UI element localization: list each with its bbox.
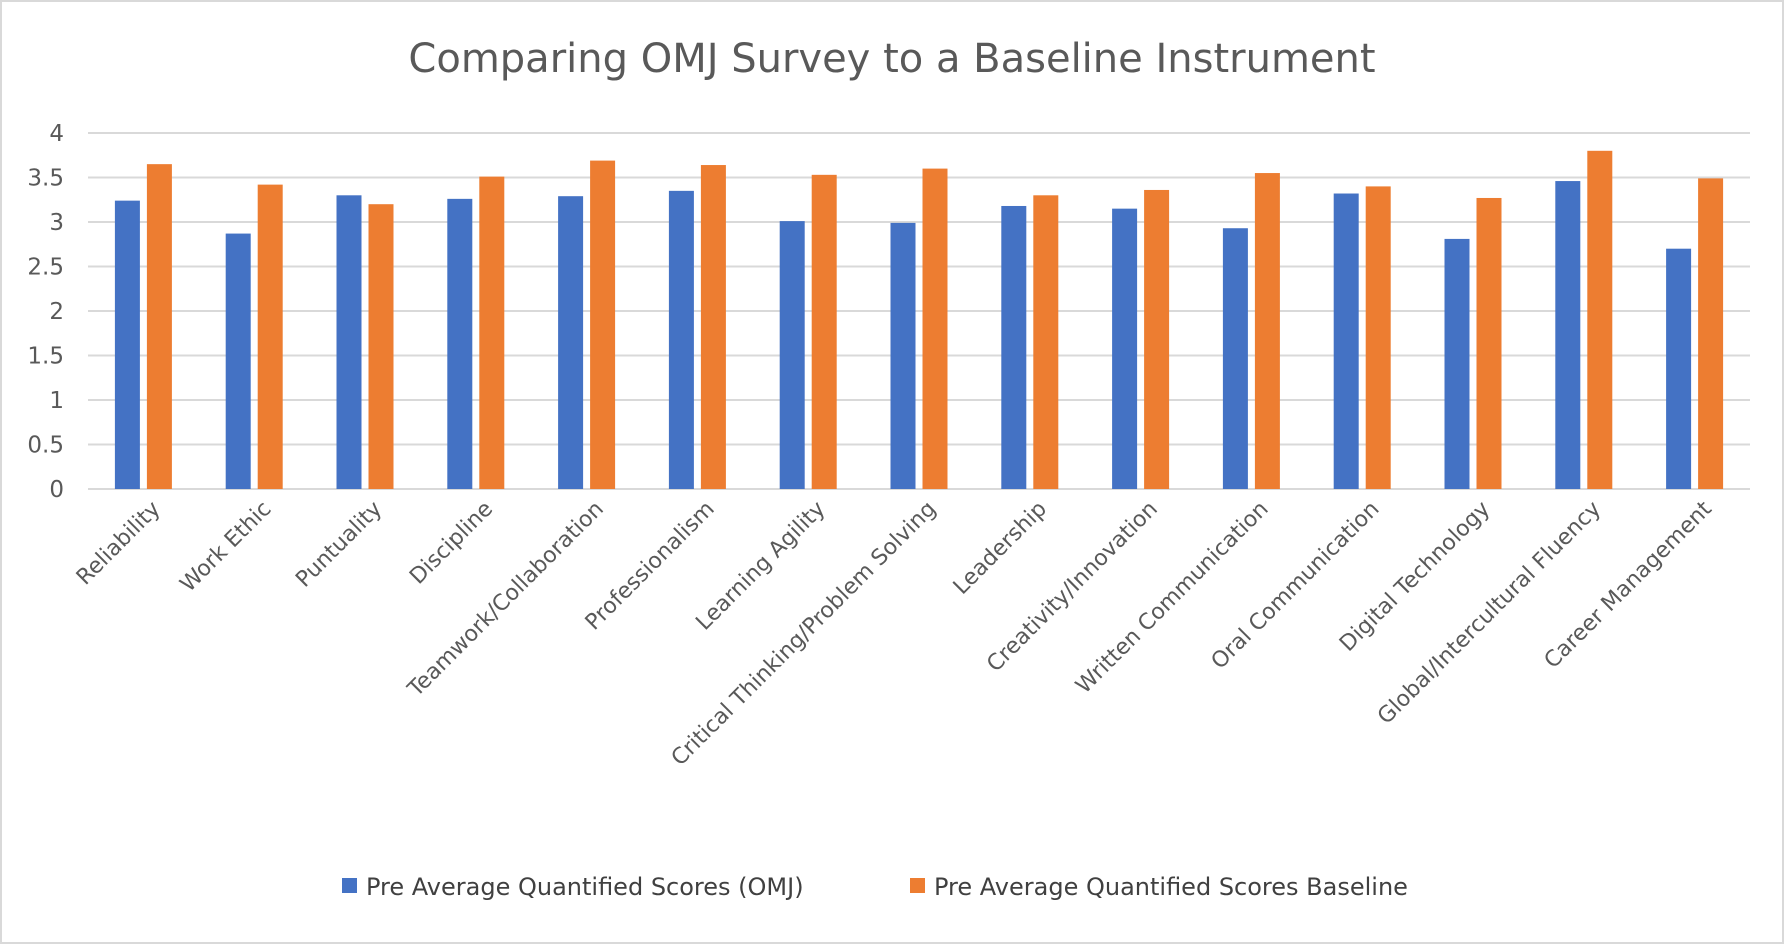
bar-baseline bbox=[811, 174, 837, 489]
y-tick-label: 3 bbox=[49, 210, 64, 236]
y-tick-label: 3.5 bbox=[27, 166, 64, 192]
bar-omj bbox=[114, 200, 140, 489]
bar-omj bbox=[1555, 181, 1581, 489]
bar-omj bbox=[336, 195, 362, 490]
bar-baseline bbox=[1476, 197, 1502, 489]
bar-omj bbox=[447, 198, 473, 490]
bar-omj bbox=[1333, 193, 1359, 489]
y-tick-label: 4 bbox=[49, 121, 64, 147]
y-tick-label: 0.5 bbox=[27, 433, 64, 459]
bar-omj bbox=[779, 221, 805, 490]
legend-label: Pre Average Quantified Scores Baseline bbox=[934, 873, 1408, 901]
bar-baseline bbox=[1033, 195, 1059, 490]
chart-title: Comparing OMJ Survey to a Baseline Instr… bbox=[408, 36, 1375, 82]
bar-omj bbox=[890, 222, 916, 489]
bar-omj bbox=[225, 233, 251, 489]
bar-omj bbox=[1222, 228, 1248, 490]
gridlines bbox=[88, 132, 1750, 490]
y-tick-label: 2.5 bbox=[27, 255, 64, 281]
bar-omj bbox=[1001, 205, 1027, 490]
y-tick-label: 0 bbox=[49, 477, 64, 503]
bar-baseline bbox=[1587, 150, 1613, 490]
bar-baseline bbox=[1254, 173, 1280, 490]
legend-label: Pre Average Quantified Scores (OMJ) bbox=[366, 873, 804, 901]
bar-baseline bbox=[368, 204, 394, 489]
bar-baseline bbox=[146, 164, 172, 489]
bar-baseline bbox=[590, 160, 616, 489]
y-axis-ticks: 0 0.5 1 1.5 2 2.5 3 3.5 4 bbox=[27, 121, 64, 503]
legend-swatch bbox=[342, 878, 357, 893]
bar-omj bbox=[1666, 248, 1692, 489]
bar-baseline bbox=[479, 176, 505, 490]
bar-baseline bbox=[700, 165, 726, 490]
bars bbox=[114, 150, 1724, 490]
bar-baseline bbox=[1144, 189, 1170, 489]
legend: Pre Average Quantified Scores (OMJ) Pre A… bbox=[342, 873, 1408, 901]
bar-omj bbox=[1112, 208, 1138, 489]
y-tick-label: 1.5 bbox=[27, 344, 64, 370]
legend-swatch bbox=[910, 878, 925, 893]
y-tick-label: 1 bbox=[49, 388, 64, 414]
bar-omj bbox=[668, 190, 694, 489]
bar-baseline bbox=[257, 184, 283, 489]
bar-baseline bbox=[1698, 178, 1724, 489]
bar-omj bbox=[1444, 238, 1470, 489]
bar-baseline bbox=[1365, 186, 1391, 489]
bar-omj bbox=[558, 196, 584, 489]
bar-baseline bbox=[922, 168, 948, 489]
y-tick-label: 2 bbox=[49, 299, 64, 325]
